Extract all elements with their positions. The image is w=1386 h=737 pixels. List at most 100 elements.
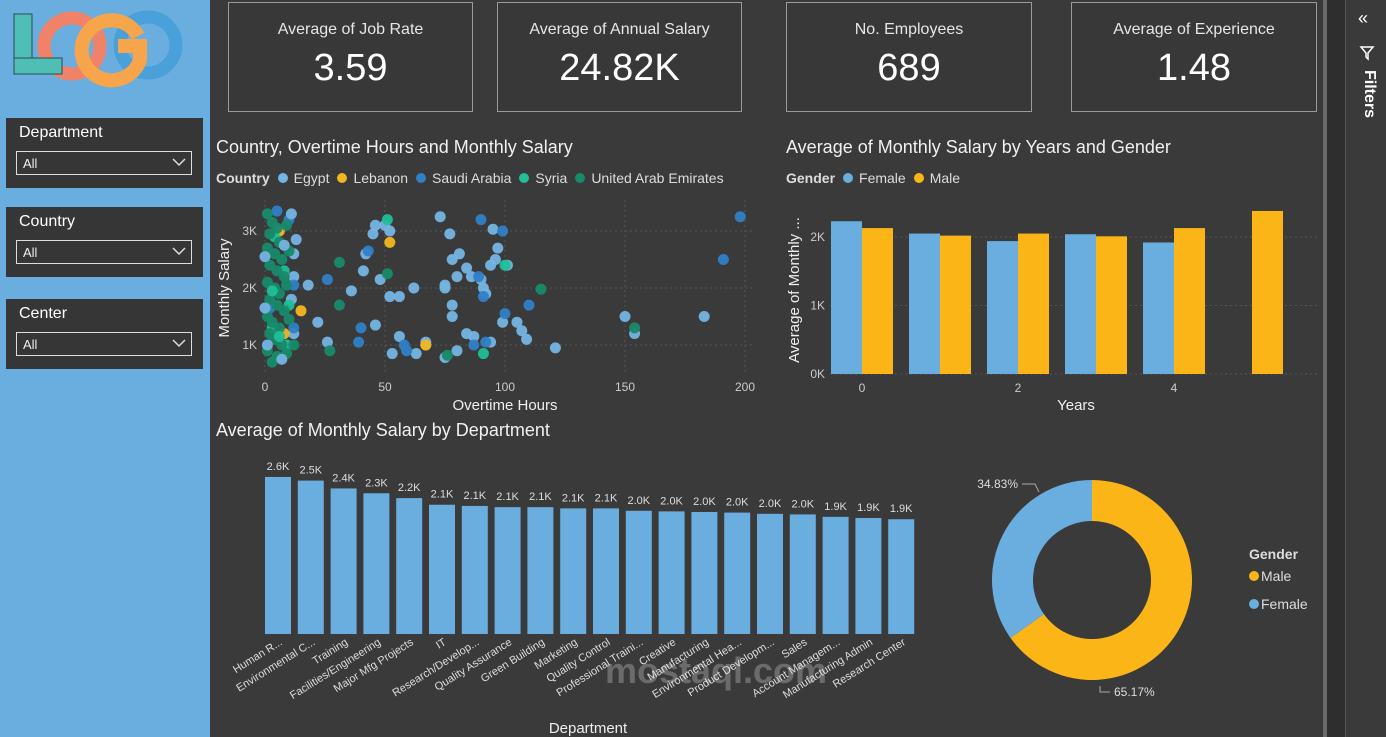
x-tick-label: 150 xyxy=(615,380,635,394)
filters-pane[interactable]: « xyxy=(1345,0,1386,737)
collapse-chevrons-icon[interactable]: « xyxy=(1358,8,1369,28)
y-tick-label: 2K xyxy=(810,230,825,244)
data-point xyxy=(461,262,473,274)
department-bar xyxy=(593,508,619,634)
data-point xyxy=(468,339,480,351)
chevron-down-icon xyxy=(172,247,186,256)
legend-item[interactable]: Egypt xyxy=(293,170,330,186)
scrollbar[interactable] xyxy=(1323,0,1345,737)
slicer-label: Department xyxy=(19,124,103,141)
legend-item[interactable]: United Arab Emirates xyxy=(591,170,724,186)
data-point xyxy=(521,333,533,345)
data-point xyxy=(511,316,523,328)
data-point xyxy=(281,279,293,291)
legend-item[interactable]: Syria xyxy=(535,170,568,186)
scatter-title: Country, Overtime Hours and Monthly Sala… xyxy=(216,137,573,157)
data-point xyxy=(271,205,283,217)
bar-male xyxy=(1252,210,1283,374)
data-point xyxy=(410,348,422,360)
legend-dot-icon xyxy=(277,173,288,183)
legend-item[interactable]: Lebanon xyxy=(353,170,408,186)
data-point xyxy=(276,339,288,351)
scatter-chart[interactable]: 0 50 100 150 200 1K 2K 3K Overtime Hours Monthly … xyxy=(212,195,762,420)
legend-dot-icon xyxy=(575,173,586,183)
data-point xyxy=(312,316,324,328)
legend-item-male[interactable]: Male xyxy=(1249,568,1291,584)
data-label: 1.9K xyxy=(890,503,913,515)
legend-item[interactable]: Saudi Arabia xyxy=(432,170,512,186)
data-point xyxy=(362,245,374,257)
data-point xyxy=(276,353,288,365)
y-tick-label: 3K xyxy=(242,224,257,238)
years-legend: Gender Female Male xyxy=(786,170,960,186)
x-tick-label: 200 xyxy=(735,380,755,394)
legend-item[interactable]: Female xyxy=(859,170,906,186)
x-tick-label: 100 xyxy=(495,380,515,394)
data-point xyxy=(477,282,489,294)
department-bar xyxy=(658,511,685,634)
bar-male xyxy=(1174,228,1205,374)
department-bar xyxy=(560,508,587,634)
bar-male xyxy=(862,228,893,374)
kpi-job-rate: Average of Job Rate 3.59 xyxy=(228,2,473,112)
slicer-country: Country All xyxy=(6,207,203,277)
data-point xyxy=(549,342,561,354)
x-tick-label: 0 xyxy=(262,380,269,394)
legend-dot-icon xyxy=(519,173,530,183)
bar-male xyxy=(1018,233,1049,374)
data-label: 2.1K xyxy=(463,490,486,502)
data-label: 2.1K xyxy=(431,489,454,501)
slicer-center: Center All xyxy=(6,299,203,369)
data-point xyxy=(698,311,710,322)
legend-item-female[interactable]: Female xyxy=(1249,596,1308,612)
data-point xyxy=(487,223,499,235)
data-point xyxy=(393,330,405,342)
department-bar xyxy=(527,507,554,634)
data-point xyxy=(278,239,290,251)
legend-dot-icon xyxy=(1249,599,1259,609)
legend-dot-icon xyxy=(416,173,426,183)
kpi-value: 689 xyxy=(877,47,941,89)
department-dropdown[interactable]: All xyxy=(16,151,192,175)
data-label: 2.4K xyxy=(332,472,355,484)
slicer-label: Center xyxy=(19,305,68,322)
data-point xyxy=(381,268,393,280)
data-point xyxy=(266,356,278,368)
data-point xyxy=(288,339,300,351)
gender-donut-chart[interactable]: 65.17% 34.83% xyxy=(960,460,1320,710)
x-axis-title: Department xyxy=(549,720,628,737)
data-label: 2.3K xyxy=(365,477,388,489)
data-point xyxy=(499,259,511,271)
leader-line xyxy=(1022,483,1040,493)
bar-female xyxy=(831,221,862,374)
data-label: 2.0K xyxy=(627,495,650,507)
data-point xyxy=(285,208,297,220)
kpi-value: 3.59 xyxy=(313,47,388,89)
department-bar xyxy=(297,480,324,634)
country-dropdown[interactable]: All xyxy=(16,240,192,264)
data-point xyxy=(353,336,365,348)
data-point xyxy=(480,336,492,348)
kpi-value: 1.48 xyxy=(1157,47,1231,89)
bar-female xyxy=(1143,242,1174,374)
data-point xyxy=(369,219,381,231)
legend-dot-icon xyxy=(843,173,854,183)
data-label: 1.9K xyxy=(857,502,880,514)
department-bar xyxy=(625,510,652,634)
legend-title: Country xyxy=(216,170,270,186)
data-point xyxy=(345,285,357,297)
y-tick-label: 2K xyxy=(242,281,257,295)
leader-line xyxy=(1099,686,1110,693)
x-axis-title: Years xyxy=(1057,397,1095,414)
data-point xyxy=(288,271,300,283)
data-point xyxy=(523,299,535,311)
y-axis-title: Average of Monthly ... xyxy=(786,217,803,363)
center-dropdown[interactable]: All xyxy=(16,332,192,356)
data-point xyxy=(386,348,398,360)
x-tick-label: 0 xyxy=(859,381,866,395)
years-bar-chart[interactable]: 0K 1K 2K 0 2 4 Years Average of Monthly ... xyxy=(780,195,1325,415)
data-point xyxy=(434,211,446,223)
legend-title: Gender xyxy=(786,170,836,186)
legend-item[interactable]: Male xyxy=(929,170,961,186)
